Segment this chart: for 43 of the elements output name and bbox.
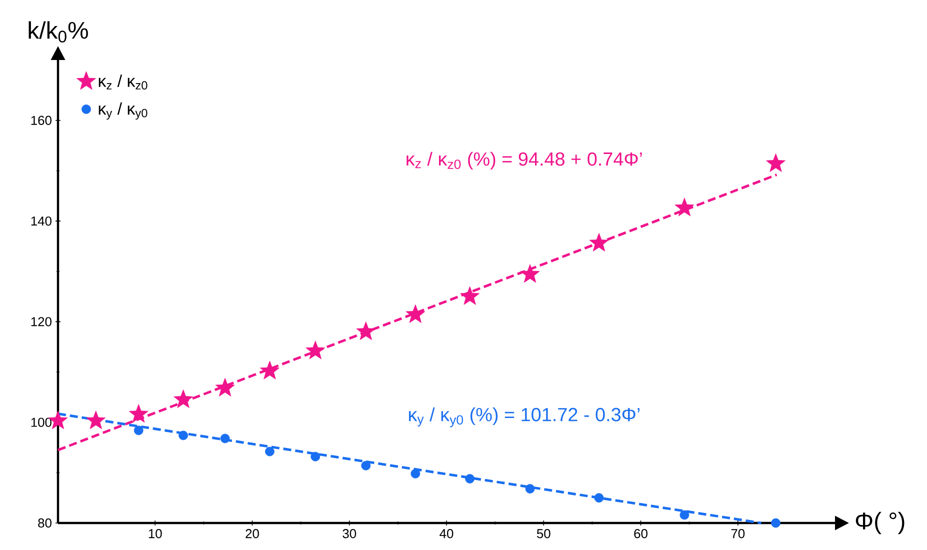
y-tick-label: 120 — [31, 317, 52, 326]
point — [594, 493, 604, 503]
point — [361, 460, 371, 470]
y-axis-title: k/k$_{0}$% — [28, 21, 88, 42]
x-tick-label: 40 — [440, 529, 454, 538]
x-tick-label: 70 — [731, 529, 745, 538]
y-tick-label: 80 — [38, 518, 52, 528]
point — [460, 286, 480, 305]
legend-label: κ$_{z}$ / κ$_{z0}$ — [98, 74, 148, 90]
point — [771, 518, 780, 528]
x-tick-label: 60 — [634, 529, 648, 538]
point — [128, 404, 148, 423]
x-axis-title: Φ( °) — [856, 512, 904, 534]
point — [174, 390, 194, 408]
x-tick-label: 50 — [536, 529, 550, 538]
point — [520, 264, 540, 283]
point — [134, 426, 144, 436]
point — [310, 452, 320, 462]
annotation: κ$_{z}$ / κ$_{z0}$ (%) = 94.48 + 0.74Φ’ — [406, 152, 642, 170]
point — [220, 434, 230, 444]
y-tick-label: 140 — [31, 216, 52, 226]
point — [766, 153, 786, 172]
point — [265, 446, 274, 456]
point — [306, 340, 326, 360]
point — [215, 378, 235, 396]
point — [86, 410, 106, 430]
annotation: κ$_{y}$ / κ$_{y0}$ (%) = 101.72 - 0.3Φ’ — [409, 407, 640, 428]
x-tick-label: 30 — [342, 529, 356, 538]
y-tick-label: 100 — [31, 418, 52, 427]
point — [260, 360, 280, 380]
y-tick-label: 160 — [31, 116, 52, 125]
point — [406, 304, 426, 323]
point — [410, 468, 420, 478]
point — [525, 484, 535, 494]
x-tick-label: 10 — [148, 529, 162, 538]
point — [465, 474, 475, 484]
legend-label: κ$_{y}$ / κ$_{y0}$ — [98, 102, 148, 120]
point — [589, 232, 609, 252]
point — [674, 198, 694, 216]
point — [356, 322, 376, 340]
x-tick-label: 20 — [246, 529, 259, 538]
point — [178, 430, 188, 440]
point — [680, 510, 690, 520]
